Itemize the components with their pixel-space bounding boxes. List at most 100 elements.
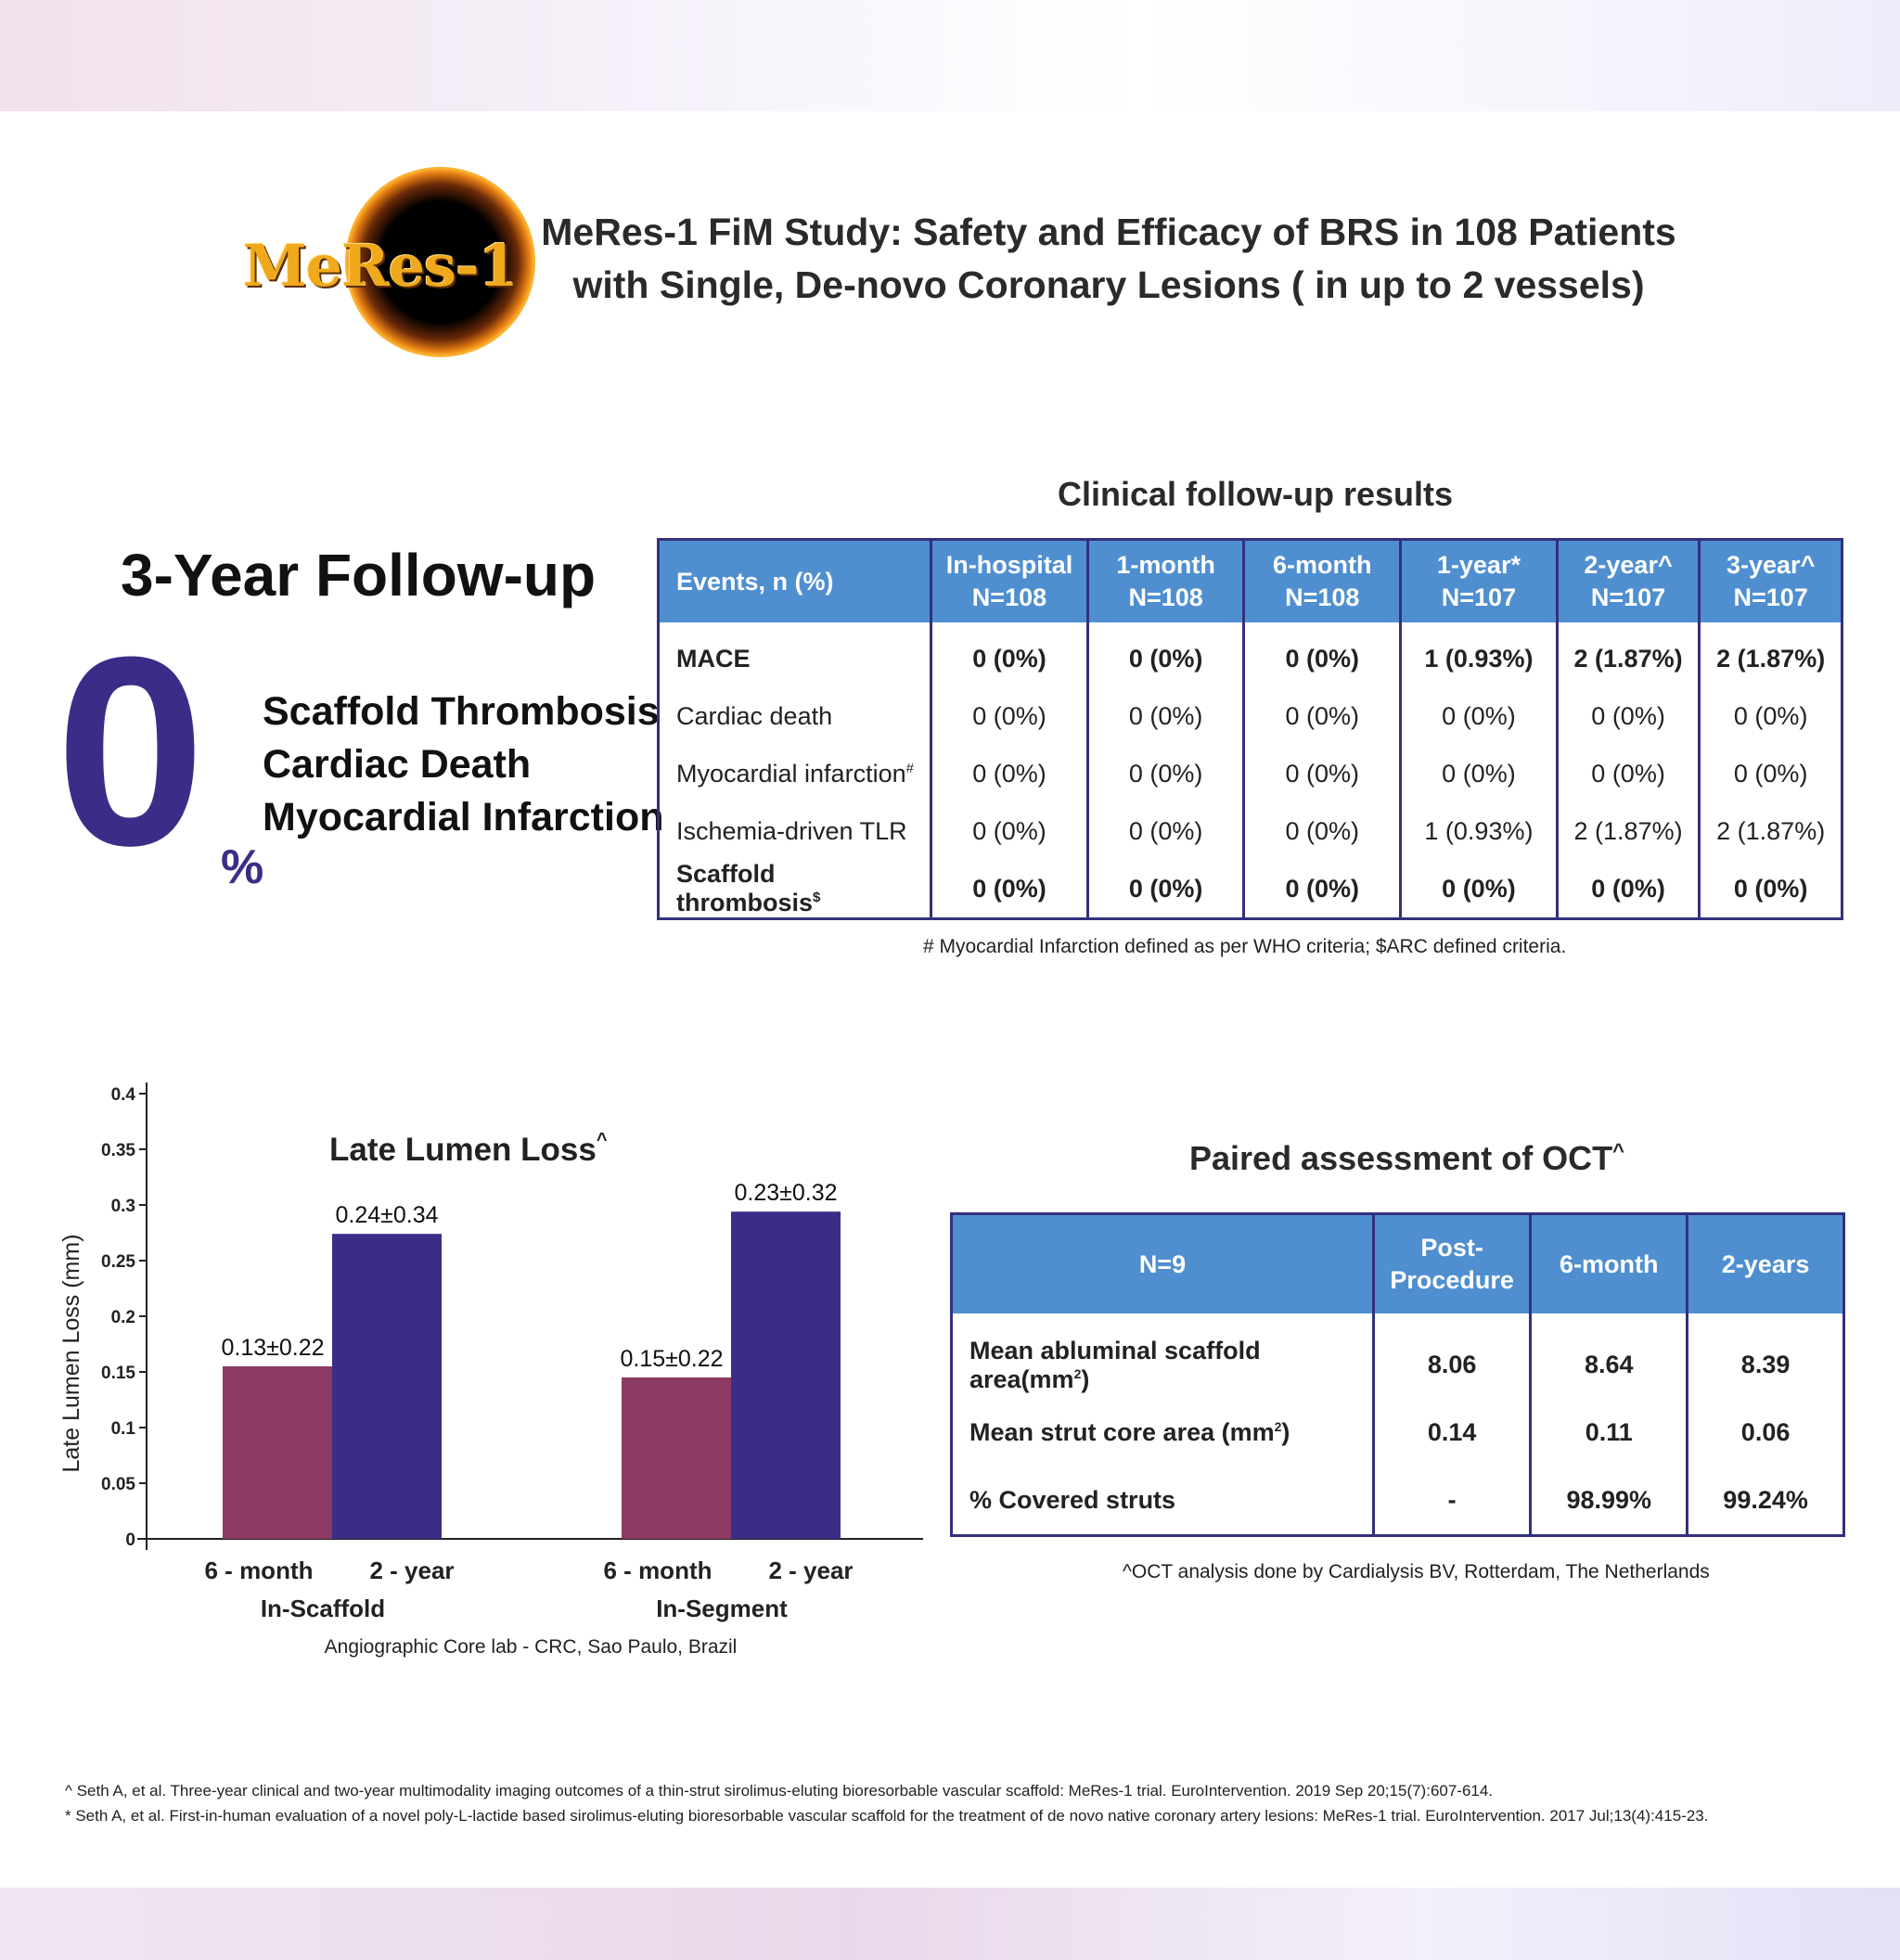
y-tick-label: 0.4: [111, 1085, 136, 1105]
outcome-scaffold-thrombosis: Scaffold Thrombosis: [263, 689, 660, 734]
x-tick-label: 6 - month: [205, 1556, 314, 1584]
header-label: 2-years: [1721, 1249, 1810, 1278]
table-cell: 2 (1.87%): [1698, 802, 1843, 860]
table-cell: 0 (0%): [1085, 860, 1246, 920]
row-label: Mean strut core area (mm2): [950, 1399, 1375, 1467]
oct-results-table: N=9 Post- Procedure 6-month 2-years Mean …: [950, 1212, 1845, 1537]
header-6-month: 6-month: [1529, 1212, 1689, 1313]
oct-header-row: N=9 Post- Procedure 6-month 2-years: [950, 1212, 1845, 1313]
row-label-text: Scaffold thrombosis: [676, 860, 814, 916]
zero-percent-value: 0: [56, 601, 206, 902]
row-label: Mean abluminal scaffold area(mm2): [950, 1313, 1375, 1399]
header-label-2: Procedure: [1390, 1266, 1514, 1294]
y-tick-label: 0.35: [101, 1141, 135, 1160]
table-cell: 0 (0%): [1085, 745, 1246, 802]
table-row-abluminal-area: Mean abluminal scaffold area(mm2) 8.06 8…: [950, 1313, 1845, 1399]
header-label: 1-year*: [1436, 551, 1521, 579]
header-6-month: 6-month N=108: [1242, 538, 1403, 622]
clinical-results-table: Events, n (%) In-hospital N=108 1-month N=…: [656, 538, 1843, 920]
header-2-year: 2-year^ N=107: [1555, 538, 1701, 622]
table-cell: 0 (0%): [930, 745, 1089, 802]
table-cell: 0 (0%): [1242, 802, 1403, 860]
header-label: Events, n (%): [676, 567, 834, 596]
table-cell: 0 (0%): [1242, 622, 1403, 687]
table-cell: 0 (0%): [1242, 860, 1403, 920]
table-cell: 0 (0%): [1399, 687, 1559, 745]
table-cell: -: [1371, 1467, 1533, 1537]
header-n: N=108: [1128, 583, 1203, 611]
row-label: Scaffold thrombosis$: [656, 860, 933, 920]
table-cell: 2 (1.87%): [1555, 802, 1701, 860]
header-label: In-hospital: [945, 551, 1073, 579]
table-cell: 0 (0%): [1242, 687, 1403, 745]
row-label-text: Mean strut core area (mm: [969, 1418, 1275, 1446]
header-n: N=107: [1733, 583, 1808, 611]
table-row-strut-core-area: Mean strut core area (mm2) 0.14 0.11 0.0…: [950, 1399, 1845, 1467]
y-tick-label: 0.3: [111, 1197, 135, 1216]
bar: [332, 1234, 442, 1539]
chart-source: Angiographic Core lab - CRC, Sao Paulo, …: [325, 1636, 738, 1658]
table-cell: 1 (0.93%): [1399, 802, 1559, 860]
table-cell: 0 (0%): [1399, 745, 1559, 802]
table-cell: 98.99%: [1529, 1467, 1689, 1537]
chart-title: Late Lumen Loss^: [329, 1130, 608, 1168]
row-label-suffix: ): [1281, 1418, 1290, 1446]
row-label: Cardiac death: [656, 687, 933, 745]
table-row-ischemia-tlr: Ischemia-driven TLR 0 (0%) 0 (0%) 0 (0%)…: [656, 802, 1843, 860]
header-1-month: 1-month N=108: [1085, 538, 1246, 622]
table-cell: 0.14: [1371, 1399, 1533, 1467]
table-cell: 0 (0%): [1698, 745, 1843, 802]
y-tick-label: 0.25: [101, 1252, 135, 1272]
header-label: N=9: [1138, 1249, 1187, 1278]
table-cell: 0 (0%): [1085, 687, 1246, 745]
table-cell: 99.24%: [1686, 1467, 1845, 1537]
table-cell: 8.06: [1371, 1313, 1533, 1399]
outcome-myocardial-infarction: Myocardial Infarction: [263, 795, 664, 839]
clinical-table-note: # Myocardial Infarction defined as per W…: [923, 936, 1567, 957]
header-n9: N=9: [950, 1212, 1375, 1313]
row-label: MACE: [656, 622, 933, 687]
table-cell: 0 (0%): [1085, 802, 1246, 860]
header-3-year: 3-year^ N=107: [1698, 538, 1843, 622]
table-cell: 0 (0%): [1698, 860, 1843, 920]
row-label: Myocardial infarction#: [656, 745, 933, 802]
table-cell: 0 (0%): [1698, 687, 1843, 745]
table-cell: 2 (1.87%): [1698, 622, 1843, 687]
table-row-myocardial-infarction: Myocardial infarction# 0 (0%) 0 (0%) 0 (…: [656, 745, 1843, 802]
logo-ring-icon: [345, 167, 535, 357]
y-tick-label: 0.1: [111, 1419, 136, 1439]
table-cell: 1 (0.93%): [1399, 622, 1559, 687]
reference-1: ^ Seth A, et al. Three-year clinical and…: [65, 1782, 1494, 1800]
y-tick-label: 0: [125, 1531, 135, 1550]
header-n: N=108: [971, 583, 1047, 611]
data-label: 0.13±0.22: [221, 1335, 324, 1361]
table-cell: 2 (1.87%): [1555, 622, 1701, 687]
row-label-sup: #: [905, 760, 914, 776]
header-post-procedure: Post- Procedure: [1371, 1212, 1533, 1313]
late-lumen-loss-chart: 0 0.05 0.1 0.15 0.2 0.25 0.3 0.35 0.4 Late Lumen …: [58, 1082, 923, 1658]
table-cell: 0 (0%): [1555, 860, 1701, 920]
row-label-sup: 2: [1073, 1365, 1082, 1381]
table-cell: 0 (0%): [930, 802, 1089, 860]
table-cell: 0.06: [1686, 1399, 1845, 1467]
y-tick-label: 0.05: [101, 1475, 135, 1494]
table-row-mace: MACE 0 (0%) 0 (0%) 0 (0%) 1 (0.93%) 2 (1…: [656, 622, 1843, 687]
header-label: 6-month: [1560, 1249, 1659, 1278]
header-1-year: 1-year* N=107: [1399, 538, 1559, 622]
header-n: N=107: [1441, 583, 1517, 611]
oct-table-note: ^OCT analysis done by Cardialysis BV, Ro…: [1123, 1561, 1710, 1582]
header-label: 1-month: [1116, 551, 1215, 579]
clinical-header-row: Events, n (%) In-hospital N=108 1-month N=…: [656, 538, 1843, 622]
table-cell: 0 (0%): [930, 622, 1089, 687]
background-bottom-band: [0, 1888, 1900, 1960]
row-label-suffix: ): [1081, 1364, 1090, 1393]
table-cell: 0 (0%): [1555, 687, 1701, 745]
row-label-text: Mean abluminal scaffold area(mm: [969, 1336, 1261, 1393]
header-label: 6-month: [1273, 551, 1372, 579]
header-in-hospital: In-hospital N=108: [930, 538, 1089, 622]
table-cell: 0.11: [1529, 1399, 1689, 1467]
bar: [223, 1366, 332, 1539]
table-row-scaffold-thrombosis: Scaffold thrombosis$ 0 (0%) 0 (0%) 0 (0%…: [656, 860, 1843, 920]
group-label: In-Scaffold: [261, 1595, 385, 1622]
y-tick-label: 0.15: [101, 1364, 135, 1383]
